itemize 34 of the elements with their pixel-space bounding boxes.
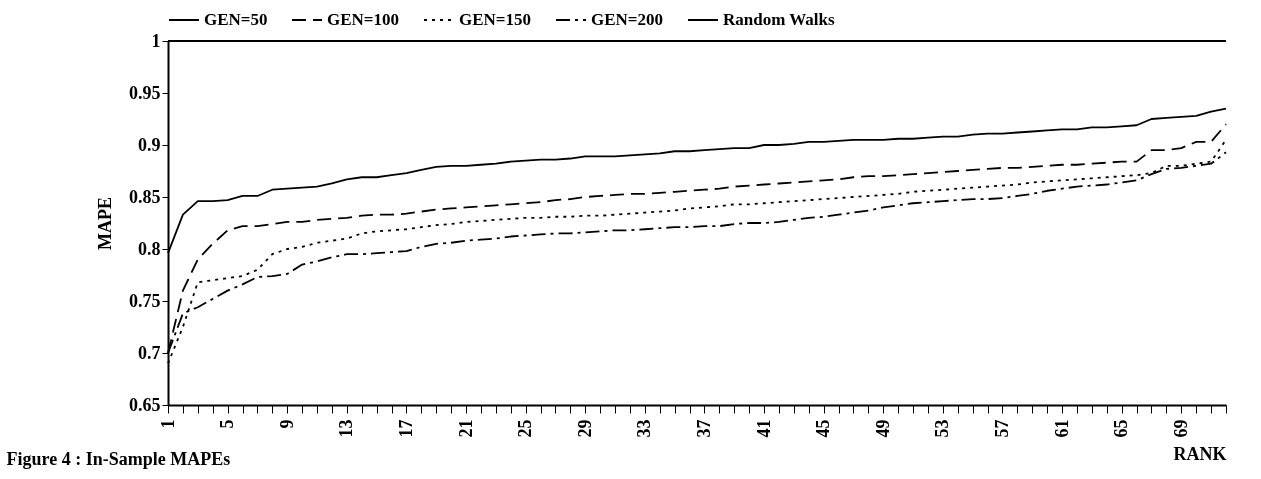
x-axis-title: RANK	[1173, 443, 1227, 464]
x-tick-label: 45	[813, 419, 834, 438]
x-tick-label: 69	[1170, 419, 1191, 438]
x-tick-label: 61	[1051, 419, 1072, 438]
legend-label: GEN=150	[459, 10, 532, 29]
x-tick-label: 9	[276, 419, 297, 429]
y-axis-title: MAPE	[95, 197, 115, 250]
y-tick-label: 0.7	[138, 342, 161, 363]
y-tick-label: 0.65	[129, 394, 161, 415]
x-tick-label: 29	[574, 419, 595, 438]
x-tick-label: 13	[336, 419, 357, 438]
legend-label: GEN=200	[591, 10, 664, 29]
x-tick-label: 53	[932, 419, 953, 438]
y-tick-label: 0.75	[129, 290, 161, 311]
x-tick-label: 41	[753, 419, 774, 438]
x-tick-label: 57	[991, 419, 1012, 438]
legend-label: Random Walks	[723, 10, 836, 29]
x-tick-label: 21	[455, 419, 476, 438]
y-tick-label: 0.9	[138, 134, 161, 155]
x-tick-label: 65	[1111, 419, 1132, 438]
x-tick-label: 49	[872, 419, 893, 438]
x-tick-label: 25	[515, 419, 536, 438]
y-tick-label: 1	[151, 30, 161, 51]
legend-label: GEN=50	[204, 10, 268, 29]
x-tick-label: 5	[217, 419, 238, 429]
x-tick-label: 33	[634, 419, 655, 438]
y-tick-label: 0.85	[129, 186, 161, 207]
x-tick-label: 17	[395, 419, 416, 438]
caption: Figure 4 : In-Sample MAPEs	[6, 449, 231, 469]
y-tick-label: 0.8	[138, 238, 161, 259]
y-tick-label: 0.95	[129, 82, 161, 103]
legend-label: GEN=100	[327, 10, 400, 29]
x-tick-label: 1	[157, 419, 178, 429]
x-tick-label: 37	[693, 419, 714, 438]
